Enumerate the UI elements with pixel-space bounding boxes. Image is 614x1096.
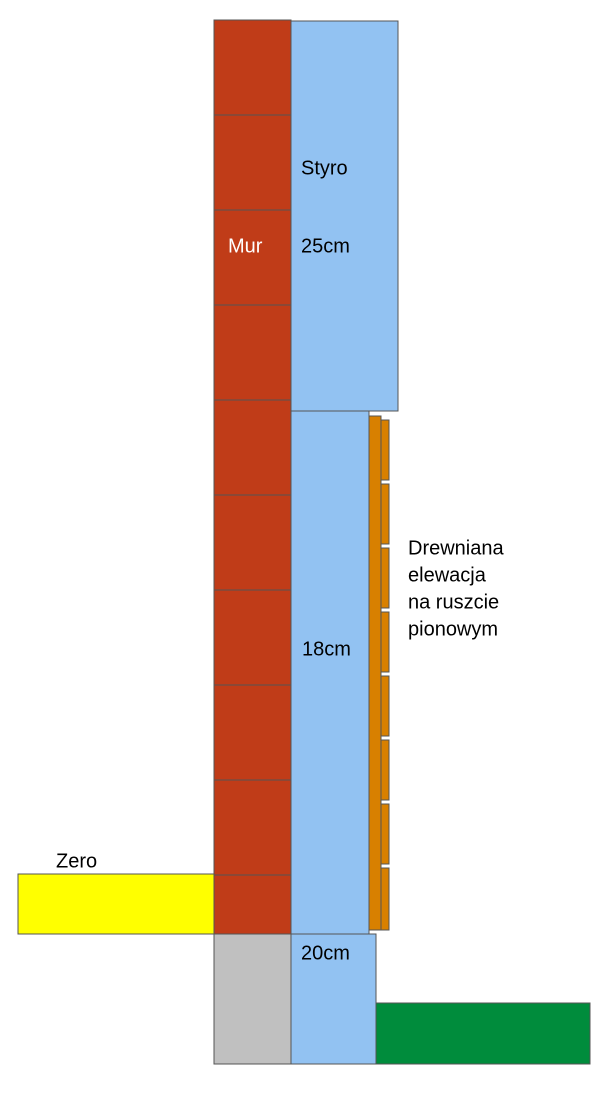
label: 20cm <box>301 942 350 964</box>
foundation <box>213 933 292 1065</box>
cladding-boards <box>380 419 390 931</box>
label: 18cm <box>302 638 351 660</box>
label: pionowym <box>408 618 498 640</box>
insulation-top <box>290 20 399 412</box>
label: 25cm <box>301 235 350 257</box>
ground <box>375 1002 591 1065</box>
label: elewacja <box>408 564 487 586</box>
insulation-middle <box>290 410 370 935</box>
batten <box>368 415 382 931</box>
label: Zero <box>56 850 97 872</box>
label: Drewniana <box>408 537 504 559</box>
insulation-bottom <box>290 933 377 1065</box>
label: na ruszcie <box>408 591 499 613</box>
ground-level <box>17 873 215 935</box>
label: Styro <box>301 157 348 179</box>
brick-wall <box>213 19 292 935</box>
brick-joints <box>214 114 291 876</box>
label: Mur <box>228 235 263 257</box>
